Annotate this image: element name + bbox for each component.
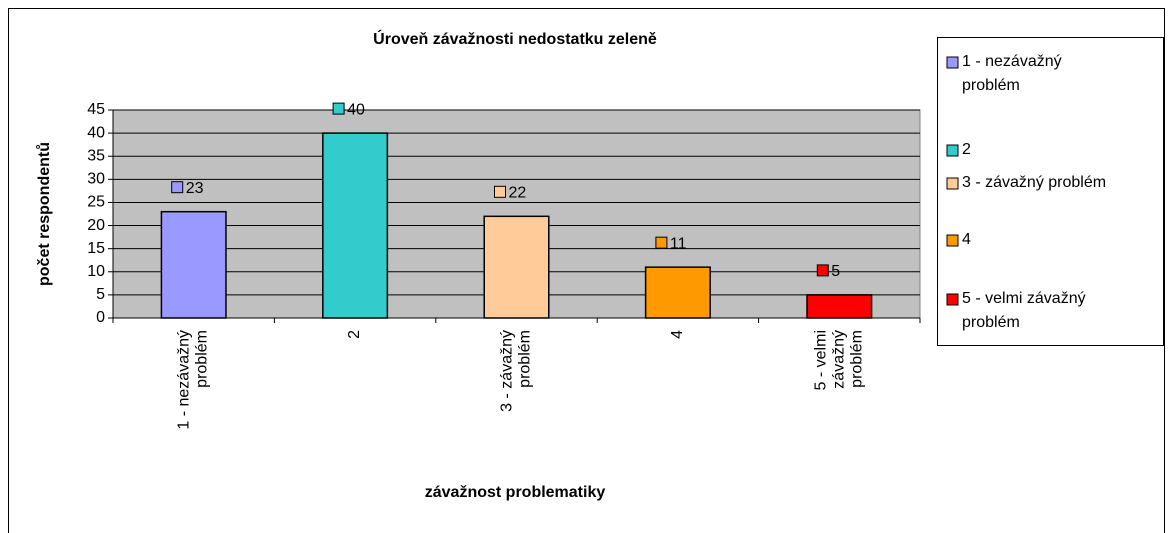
y-axis-title: počet respondentů xyxy=(36,142,53,286)
x-tick-label: 4 xyxy=(669,330,686,339)
data-label: 11 xyxy=(670,235,687,252)
legend-label: 3 - závažný problém xyxy=(962,174,1106,191)
y-tick-label: 45 xyxy=(87,101,105,118)
legend-box xyxy=(937,37,1164,346)
y-tick-label: 40 xyxy=(87,124,105,141)
x-tick-label: 3 - závažnýproblém xyxy=(499,330,534,412)
data-label-key xyxy=(655,236,668,249)
legend-key xyxy=(946,293,959,306)
data-label-key xyxy=(494,185,506,198)
legend-label: 5 - velmi závažný problém xyxy=(962,290,1086,331)
legend-key xyxy=(946,56,959,69)
legend-label: 1 - nezávažný problém xyxy=(962,53,1062,94)
y-tick-label: 10 xyxy=(87,263,105,280)
legend-label: 2 xyxy=(962,141,971,158)
data-label: 40 xyxy=(347,101,365,118)
data-label-key xyxy=(171,181,184,194)
x-tick-label: 2 xyxy=(346,330,363,339)
legend-label: 4 xyxy=(962,231,971,248)
bar xyxy=(160,210,227,319)
y-tick-label: 35 xyxy=(87,147,105,164)
y-tick-label: 20 xyxy=(87,217,105,234)
bar xyxy=(644,266,711,319)
y-tick-label: 15 xyxy=(87,240,105,257)
bar xyxy=(806,294,873,319)
y-tick-label: 25 xyxy=(87,194,105,211)
data-label: 5 xyxy=(831,263,840,280)
chart-title: Úroveň závažnosti nedostatku zeleně xyxy=(373,29,657,48)
bar xyxy=(483,215,550,319)
x-tick-label: 5 - velmizávažnýproblém xyxy=(813,330,866,390)
x-axis-title: závažnost problematiky xyxy=(425,484,606,501)
data-label: 23 xyxy=(186,180,204,197)
data-label: 22 xyxy=(509,185,527,202)
legend-key xyxy=(946,234,959,247)
data-label-key xyxy=(332,102,345,115)
data-label-key xyxy=(816,264,829,277)
y-tick-label: 30 xyxy=(87,171,105,188)
legend-key xyxy=(946,144,959,157)
y-tick-label: 5 xyxy=(96,286,105,303)
legend-key xyxy=(946,177,959,190)
x-tick-label: 1 - nezávažnýproblém xyxy=(176,330,211,430)
bar xyxy=(322,132,389,319)
y-tick-label: 0 xyxy=(96,309,105,326)
